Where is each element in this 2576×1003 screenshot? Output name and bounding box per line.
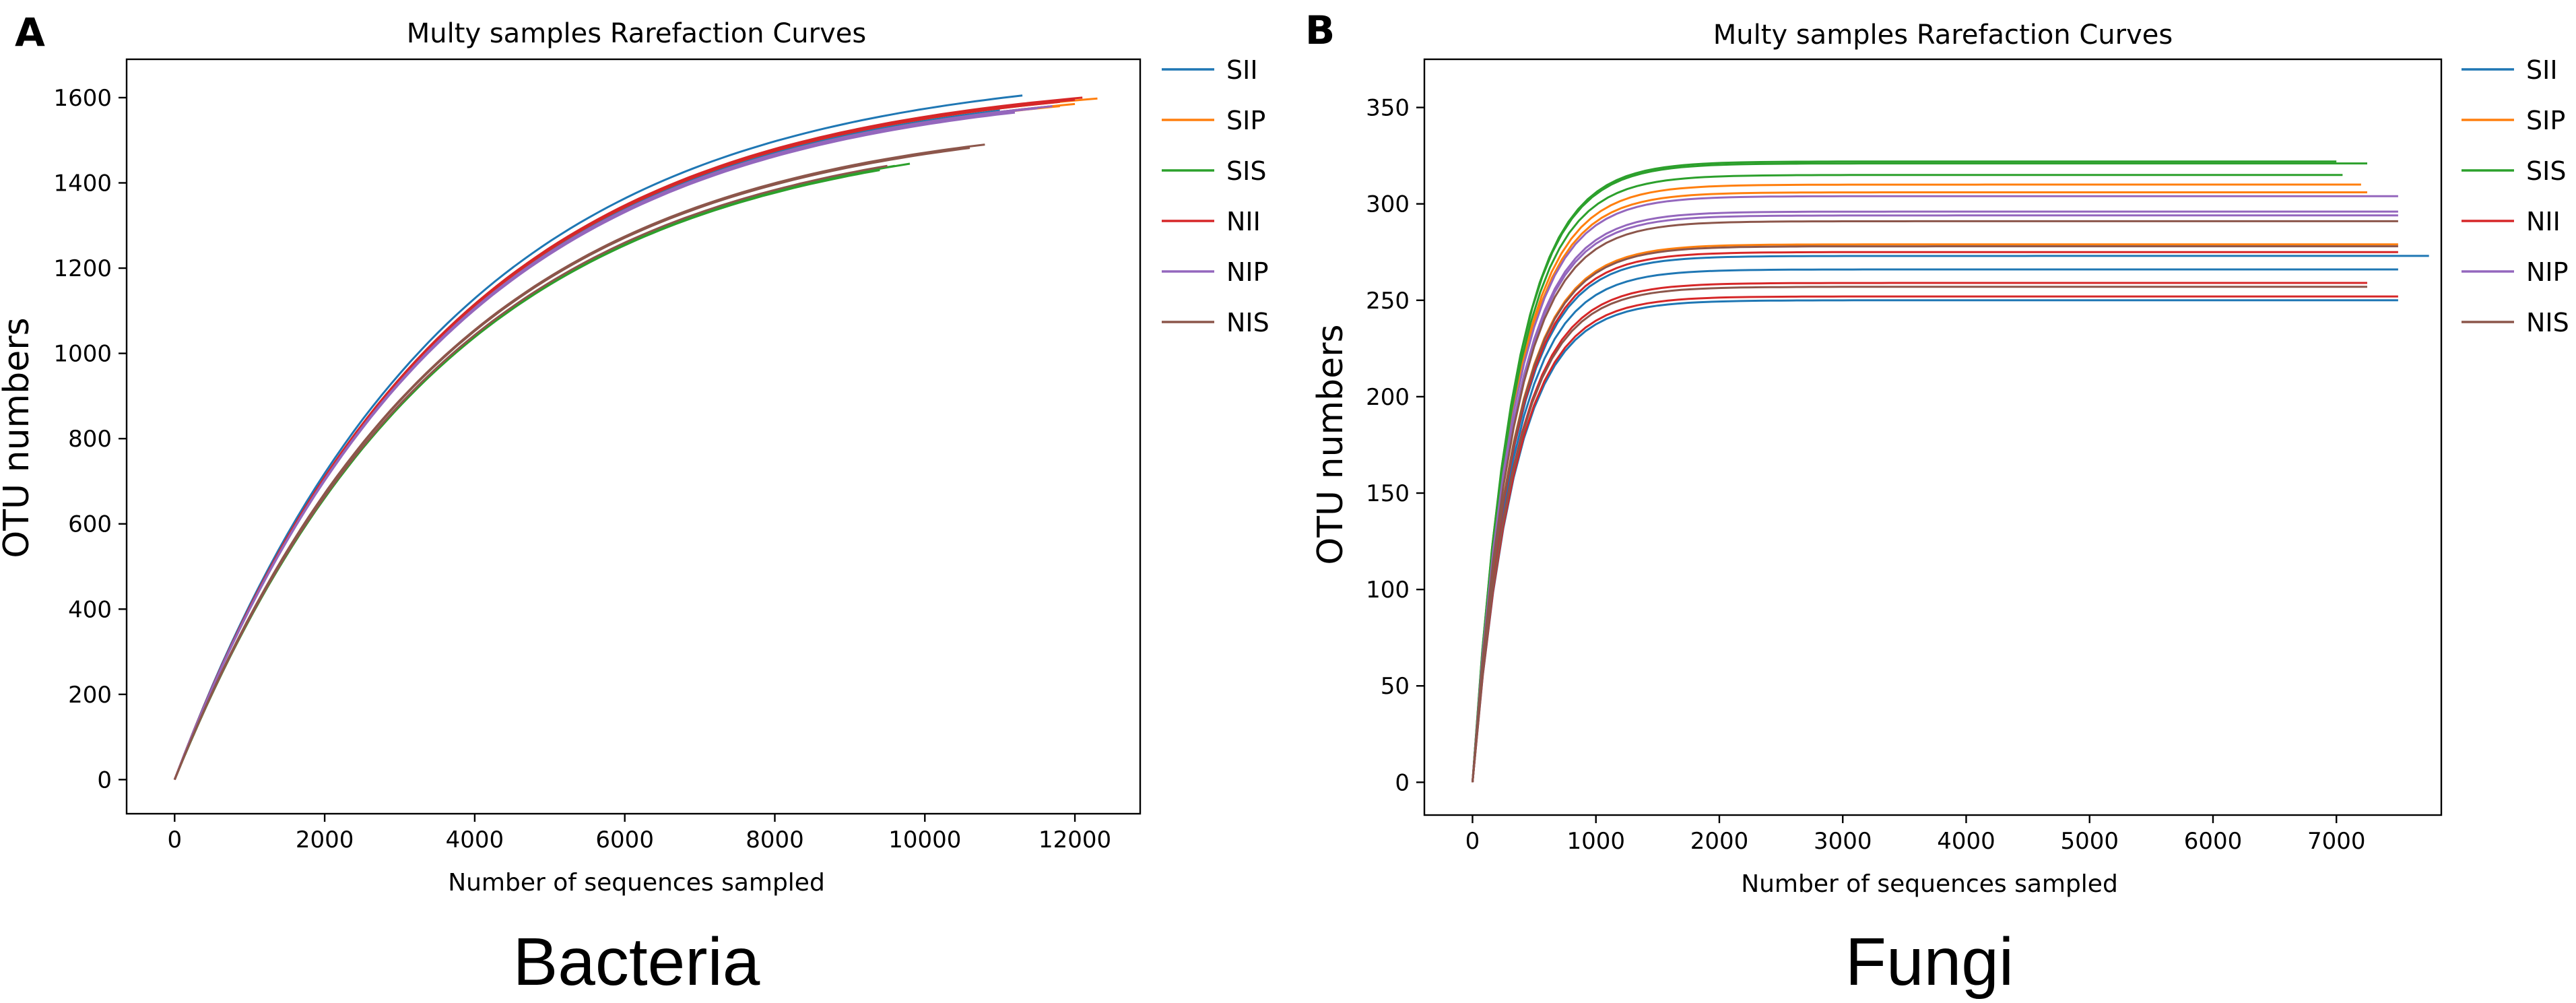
legend-label-sii: SII — [1226, 55, 1258, 85]
panel-a-y-ticks: 0 200 400 600 800 1000 1200 1400 1600 — [53, 85, 127, 794]
curve-nii — [173, 96, 1083, 780]
panel-a-caption: Bacteria — [513, 924, 760, 1000]
curve-sii — [173, 105, 1053, 780]
curve-nii — [1472, 282, 2367, 783]
panel-b-ylabel: OTU numbers — [1311, 324, 1351, 564]
y-tick-label: 200 — [1366, 384, 1410, 411]
panel-b-legend: SII SIP SIS NII NIP NIS — [2462, 55, 2569, 337]
curve-sip — [1472, 191, 2367, 783]
y-tick-label: 1200 — [53, 255, 112, 282]
y-tick-label: 800 — [68, 426, 112, 453]
y-tick-label: 200 — [68, 682, 112, 709]
x-tick-label: 2000 — [1690, 828, 1749, 855]
legend-label-sip: SIP — [1226, 106, 1265, 135]
panel-a-title: Multy samples Rarefaction Curves — [407, 18, 866, 49]
curve-sii — [173, 109, 1000, 780]
curve-nip — [1472, 195, 2398, 783]
y-tick-label: 150 — [1366, 480, 1410, 507]
y-tick-label: 1600 — [53, 85, 112, 112]
curve-sis — [1472, 162, 2367, 783]
x-tick-label: 0 — [167, 827, 182, 853]
curve-sii — [173, 94, 1023, 780]
x-tick-label: 12000 — [1038, 827, 1111, 853]
x-tick-label: 6000 — [595, 827, 654, 853]
legend-label-nip: NIP — [1226, 257, 1269, 287]
x-tick-label: 8000 — [746, 827, 804, 853]
panel-b-letter: B — [1305, 7, 1335, 53]
curve-nis — [173, 164, 888, 780]
panel-a-ylabel: OTU numbers — [0, 317, 37, 558]
curve-nii — [173, 98, 1076, 780]
x-tick-label: 5000 — [2060, 828, 2119, 855]
legend-label-sis: SIS — [2526, 156, 2566, 186]
panel-a-legend: SII SIP SIS NII NIP NIS — [1162, 55, 1269, 337]
x-tick-label: 6000 — [2184, 828, 2243, 855]
panel-a-x-ticks: 0 2000 4000 6000 8000 10000 12000 — [167, 814, 1111, 853]
x-tick-label: 4000 — [1937, 828, 1995, 855]
curve-nip — [1472, 214, 2398, 783]
panel-b-title: Multy samples Rarefaction Curves — [1713, 20, 2173, 51]
x-tick-label: 4000 — [446, 827, 504, 853]
panel-a: A Multy samples Rarefaction Curves 0 2000… — [0, 9, 1269, 1000]
curve-nis — [173, 143, 985, 780]
curve-nii — [173, 100, 1060, 780]
curve-nii — [1472, 295, 2398, 783]
curve-nip — [1472, 210, 2398, 783]
legend-label-sii: SII — [2526, 55, 2558, 85]
legend-label-sis: SIS — [1226, 156, 1266, 186]
curve-nis — [1472, 245, 2398, 783]
panel-b-xlabel: Number of sequences sampled — [1741, 870, 2118, 898]
curve-sii — [1472, 255, 2429, 783]
y-tick-label: 1400 — [53, 170, 112, 197]
curve-sip — [1472, 183, 2361, 783]
x-tick-label: 10000 — [888, 827, 961, 853]
x-tick-label: 2000 — [296, 827, 354, 853]
panel-a-letter: A — [15, 9, 45, 55]
y-tick-label: 0 — [97, 767, 112, 794]
curve-nip — [173, 111, 1016, 780]
x-tick-label: 7000 — [2307, 828, 2366, 855]
panel-a-plot-area — [125, 58, 1142, 815]
curve-nip — [173, 105, 1053, 780]
y-tick-label: 350 — [1366, 95, 1410, 122]
panel-b-y-ticks: 0 50 100 150 200 250 300 350 — [1366, 95, 1424, 796]
legend-label-nis: NIS — [1226, 308, 1269, 337]
y-tick-label: 50 — [1381, 673, 1410, 700]
y-tick-label: 300 — [1366, 191, 1410, 218]
panel-b-x-ticks: 0 1000 2000 3000 4000 5000 6000 7000 — [1465, 815, 2366, 855]
curve-sip — [173, 105, 1060, 780]
panel-b-plot-area — [1423, 58, 2443, 816]
curve-sis — [173, 169, 880, 780]
legend-label-nii: NII — [1226, 207, 1261, 236]
x-tick-label: 0 — [1465, 828, 1480, 855]
curve-sip — [1472, 243, 2398, 783]
legend-label-nii: NII — [2526, 207, 2561, 236]
curve-sii — [1472, 268, 2398, 783]
y-tick-label: 400 — [68, 596, 112, 623]
curve-sis — [1472, 174, 2343, 783]
panel-a-xlabel: Number of sequences sampled — [448, 869, 825, 897]
panel-b-caption: Fungi — [1845, 924, 2014, 1000]
panel-a-series-lines — [173, 94, 1098, 780]
legend-label-nis: NIS — [2526, 308, 2569, 337]
panel-b: B Multy samples Rarefaction Curves 0 1000… — [1305, 7, 2569, 1000]
curve-sis — [1472, 160, 2337, 783]
x-tick-label: 1000 — [1566, 828, 1625, 855]
x-tick-label: 3000 — [1814, 828, 1872, 855]
y-tick-label: 1000 — [53, 341, 112, 368]
y-tick-label: 250 — [1366, 288, 1410, 315]
y-tick-label: 100 — [1366, 577, 1410, 604]
curve-nis — [1472, 286, 2367, 783]
legend-label-nip: NIP — [2526, 257, 2569, 287]
legend-label-sip: SIP — [2526, 106, 2565, 135]
curve-sii — [1472, 299, 2398, 783]
curve-nis — [173, 147, 970, 780]
panel-b-series-lines — [1472, 160, 2429, 783]
y-tick-label: 600 — [68, 511, 112, 538]
curve-nii — [1472, 251, 2398, 783]
curve-nis — [1472, 220, 2398, 783]
y-tick-label: 0 — [1395, 769, 1410, 796]
